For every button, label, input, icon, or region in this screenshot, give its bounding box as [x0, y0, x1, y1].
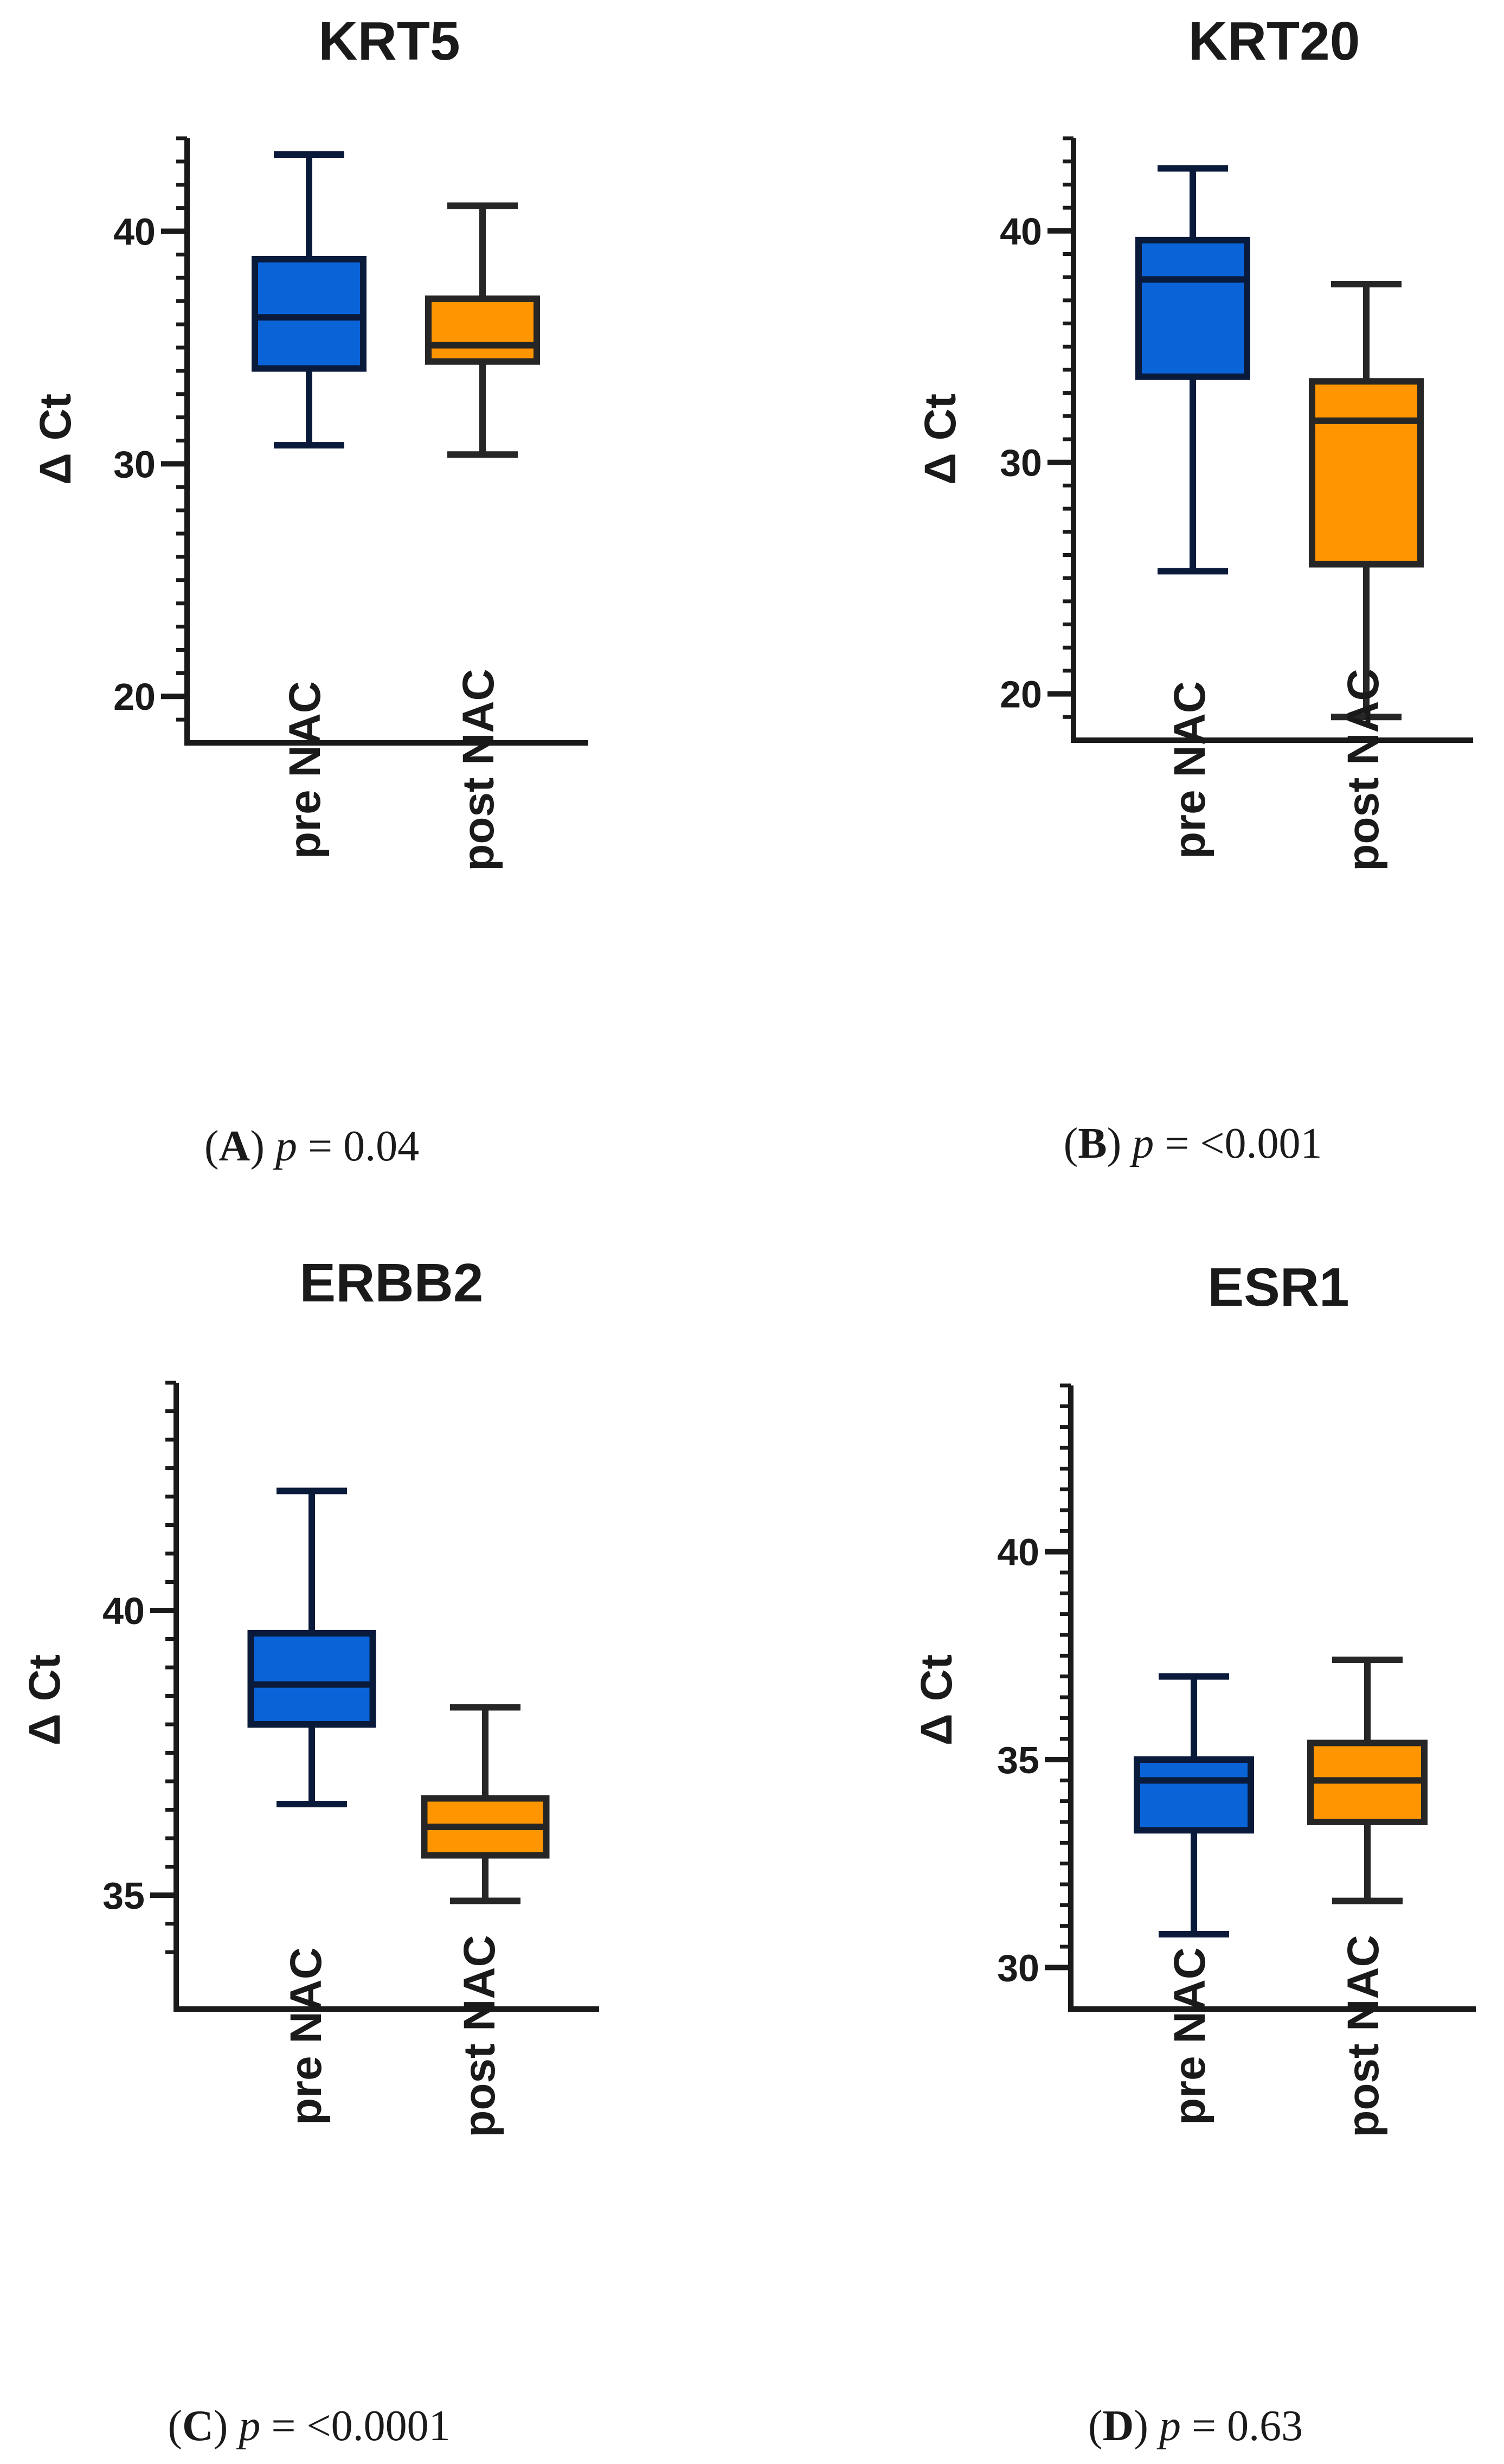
y-tick-label: 35	[997, 1739, 1039, 1781]
y-tick-label: 20	[113, 676, 156, 718]
plot-area: 35 40	[102, 1381, 599, 2012]
caption-letter: B	[1078, 1120, 1107, 1167]
category-label: pre NAC	[280, 681, 330, 859]
panel-d: ESR1 Δ Ct 30 35 40 pre NAC post NAC (D) p …	[912, 1257, 1476, 2450]
category-label: pre NAC	[1165, 681, 1214, 859]
box-pre-nac	[1134, 1673, 1254, 1937]
box-post-nac	[1307, 1657, 1428, 1904]
category-label: pre NAC	[1165, 1947, 1214, 2125]
panel-caption: (B) p = <0.001	[1064, 1120, 1322, 1167]
caption-p-value: = 0.04	[297, 1122, 419, 1170]
y-tick-label: 35	[102, 1875, 145, 1917]
iqr-box	[425, 295, 540, 365]
category-label: post NAC	[454, 669, 503, 871]
y-tick-label: 40	[113, 211, 156, 253]
box-pre-nac	[247, 1487, 376, 1807]
caption-p-symbol: p	[236, 2402, 260, 2450]
panel-c: ERBB2 Δ Ct 35 40 pre NAC post NAC (C) p =…	[20, 1253, 599, 2450]
iqr-box	[1135, 236, 1250, 380]
iqr-box	[1309, 378, 1424, 568]
iqr-box	[247, 1630, 376, 1728]
y-tick-label: 30	[113, 443, 156, 485]
caption-p-value: = 0.63	[1181, 2402, 1303, 2450]
panel-a: KRT5 Δ Ct 20 30 40 pre NAC post NAC (A) p …	[31, 11, 588, 1170]
box-pre-nac	[252, 151, 367, 449]
y-tick-label: 20	[1000, 673, 1042, 716]
iqr-box	[1134, 1756, 1254, 1834]
y-axis-label: Δ Ct	[912, 1654, 961, 1746]
chart-title: ESR1	[1207, 1257, 1349, 1318]
box-pre-nac	[1135, 165, 1250, 575]
caption-letter: C	[182, 2402, 214, 2450]
category-label: pre NAC	[281, 1947, 331, 2125]
chart-title: ERBB2	[300, 1253, 484, 1313]
caption-p-symbol: p	[273, 1122, 297, 1170]
category-label: post NAC	[1339, 669, 1388, 871]
y-tick-label: 30	[1000, 442, 1042, 484]
y-axis-label: Δ Ct	[31, 394, 80, 485]
panel-caption: (A) p = 0.04	[204, 1122, 419, 1170]
y-tick-label: 30	[997, 1947, 1039, 1989]
box-post-nac	[1309, 280, 1424, 721]
plot-area: 20 30 40	[113, 136, 588, 746]
iqr-box	[252, 256, 367, 372]
category-label: post NAC	[1339, 1935, 1388, 2138]
chart-title: KRT20	[1188, 11, 1360, 72]
box-post-nac	[421, 1704, 550, 1904]
category-label: post NAC	[455, 1935, 504, 2138]
y-tick-label: 40	[102, 1590, 145, 1632]
chart-title: KRT5	[318, 11, 460, 72]
caption-p-value: = <0.0001	[260, 2402, 450, 2450]
box-post-nac	[425, 202, 540, 458]
plot-area: 30 35 40	[997, 1383, 1476, 2012]
caption-p-symbol: p	[1129, 1120, 1154, 1167]
y-axis-label: Δ Ct	[20, 1654, 69, 1746]
y-axis-label: Δ Ct	[916, 394, 965, 485]
panel-caption: (D) p = 0.63	[1088, 2402, 1303, 2450]
panel-caption: (C) p = <0.0001	[168, 2402, 450, 2450]
caption-p-value: = <0.001	[1154, 1120, 1322, 1167]
y-tick-label: 40	[1000, 210, 1042, 253]
caption-p-symbol: p	[1156, 2402, 1181, 2450]
caption-letter: D	[1103, 2402, 1134, 2450]
panel-b: KRT20 Δ Ct 20 30 40 pre NAC post NAC (B) p…	[916, 11, 1473, 1167]
caption-letter: A	[219, 1122, 250, 1170]
y-tick-label: 40	[997, 1531, 1039, 1574]
plot-area: 20 30 40	[1000, 136, 1473, 743]
